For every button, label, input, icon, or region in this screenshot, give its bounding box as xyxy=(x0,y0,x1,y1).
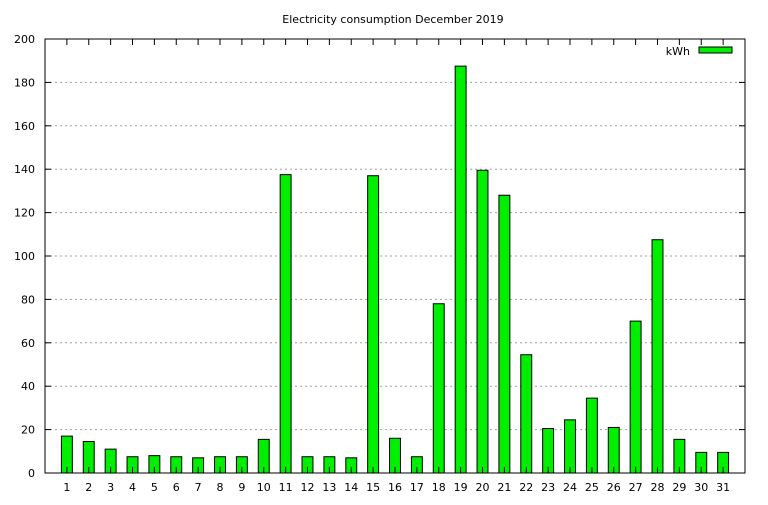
legend: kWh xyxy=(666,45,733,58)
x-tick-label: 12 xyxy=(301,481,315,494)
y-tick-label: 40 xyxy=(21,380,35,393)
bar xyxy=(367,175,380,474)
x-tick-label: 23 xyxy=(541,481,555,494)
x-tick-label: 29 xyxy=(672,481,686,494)
y-tick-label: 100 xyxy=(14,250,35,263)
legend-swatch xyxy=(698,46,733,54)
bar xyxy=(564,419,576,474)
x-tick-label: 5 xyxy=(151,481,158,494)
x-tick-label: 3 xyxy=(107,481,114,494)
bar xyxy=(476,169,489,474)
x-tick-label: 13 xyxy=(322,481,336,494)
x-tick-label: 27 xyxy=(629,481,643,494)
x-tick-label: 8 xyxy=(217,481,224,494)
x-tick-label: 20 xyxy=(476,481,490,494)
x-tick-label: 2 xyxy=(85,481,92,494)
x-tick-label: 21 xyxy=(497,481,511,494)
x-tick-label: 24 xyxy=(563,481,577,494)
x-tick-label: 18 xyxy=(432,481,446,494)
y-tick-label: 180 xyxy=(14,76,35,89)
bar xyxy=(585,397,598,474)
x-tick-label: 9 xyxy=(238,481,245,494)
x-tick-label: 10 xyxy=(257,481,271,494)
y-tick-label: 60 xyxy=(21,337,35,350)
x-tick-label: 11 xyxy=(279,481,293,494)
bar xyxy=(520,354,533,474)
x-tick-label: 31 xyxy=(716,481,730,494)
x-tick-label: 4 xyxy=(129,481,136,494)
bar xyxy=(542,428,555,474)
x-tick-label: 26 xyxy=(607,481,621,494)
x-tick-label: 28 xyxy=(651,481,665,494)
bar xyxy=(279,174,292,474)
bar xyxy=(651,239,664,474)
grid-lines xyxy=(45,81,745,431)
y-tick-label: 200 xyxy=(14,33,35,46)
y-tick-label: 160 xyxy=(14,120,35,133)
x-tick-label: 22 xyxy=(519,481,533,494)
bar xyxy=(432,303,445,474)
x-tick-label: 15 xyxy=(366,481,380,494)
x-tick-label: 6 xyxy=(173,481,180,494)
x-tick-label: 17 xyxy=(410,481,424,494)
x-tick-label: 16 xyxy=(388,481,402,494)
x-tick-label: 1 xyxy=(63,481,70,494)
bar xyxy=(607,426,620,474)
bars xyxy=(60,65,730,474)
x-tick-label: 14 xyxy=(344,481,358,494)
y-tick-label: 80 xyxy=(21,293,35,306)
legend-label: kWh xyxy=(666,45,690,58)
x-tick-label: 25 xyxy=(585,481,599,494)
x-tick-label: 19 xyxy=(454,481,468,494)
y-tick-label: 20 xyxy=(21,424,35,437)
x-tick-label: 30 xyxy=(694,481,708,494)
y-tick-label: 140 xyxy=(14,163,35,176)
chart-title: Electricity consumption December 2019 xyxy=(282,13,503,26)
bar xyxy=(498,194,511,474)
bar xyxy=(454,65,467,474)
y-tick-label: 120 xyxy=(14,207,35,220)
y-tick-label: 0 xyxy=(28,467,35,480)
x-tick-label: 7 xyxy=(195,481,202,494)
bar xyxy=(629,320,642,474)
